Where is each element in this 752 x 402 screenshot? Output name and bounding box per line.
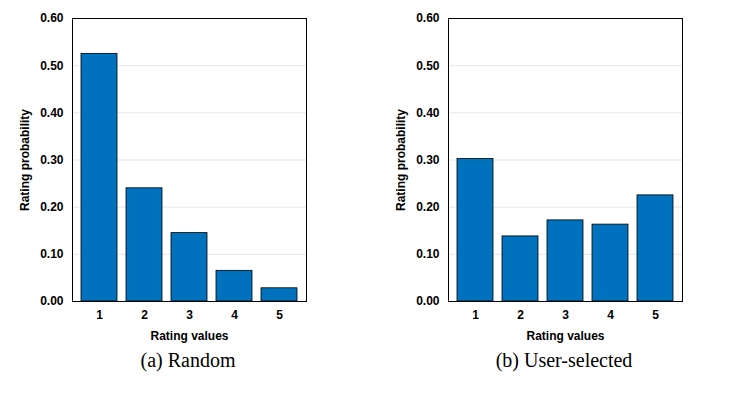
svg-text:0.50: 0.50 [416, 59, 440, 73]
svg-text:4: 4 [607, 308, 614, 322]
svg-text:0.00: 0.00 [416, 294, 440, 308]
svg-text:0.10: 0.10 [416, 247, 440, 261]
svg-text:0.10: 0.10 [40, 247, 64, 261]
svg-text:Rating values: Rating values [526, 329, 604, 343]
svg-text:2: 2 [517, 308, 524, 322]
svg-text:0.20: 0.20 [416, 200, 440, 214]
svg-text:2: 2 [141, 308, 148, 322]
svg-text:1: 1 [472, 308, 479, 322]
svg-text:1: 1 [96, 308, 103, 322]
svg-text:0.40: 0.40 [40, 106, 64, 120]
svg-text:0.30: 0.30 [416, 153, 440, 167]
svg-text:5: 5 [276, 308, 283, 322]
html-text:(a) Random: (a) Random [140, 349, 236, 371]
svg-text:5: 5 [652, 308, 659, 322]
svg-text:0.20: 0.20 [40, 200, 64, 214]
svg-text:Rating values: Rating values [150, 329, 228, 343]
svg-text:0.60: 0.60 [40, 11, 64, 25]
svg-text:4: 4 [231, 308, 238, 322]
svg-text:0.40: 0.40 [416, 106, 440, 120]
svg-text:0.30: 0.30 [40, 153, 64, 167]
svg-text:3: 3 [562, 308, 569, 322]
svg-text:3: 3 [186, 308, 193, 322]
html-text:(b) User-selected: (b) User-selected [495, 349, 633, 371]
svg-text:Rating probability: Rating probability [18, 109, 32, 211]
svg-text:0.00: 0.00 [40, 294, 64, 308]
svg-text:0.50: 0.50 [40, 59, 64, 73]
svg-text:Rating probability: Rating probability [394, 109, 408, 211]
svg-text:0.60: 0.60 [416, 11, 440, 25]
